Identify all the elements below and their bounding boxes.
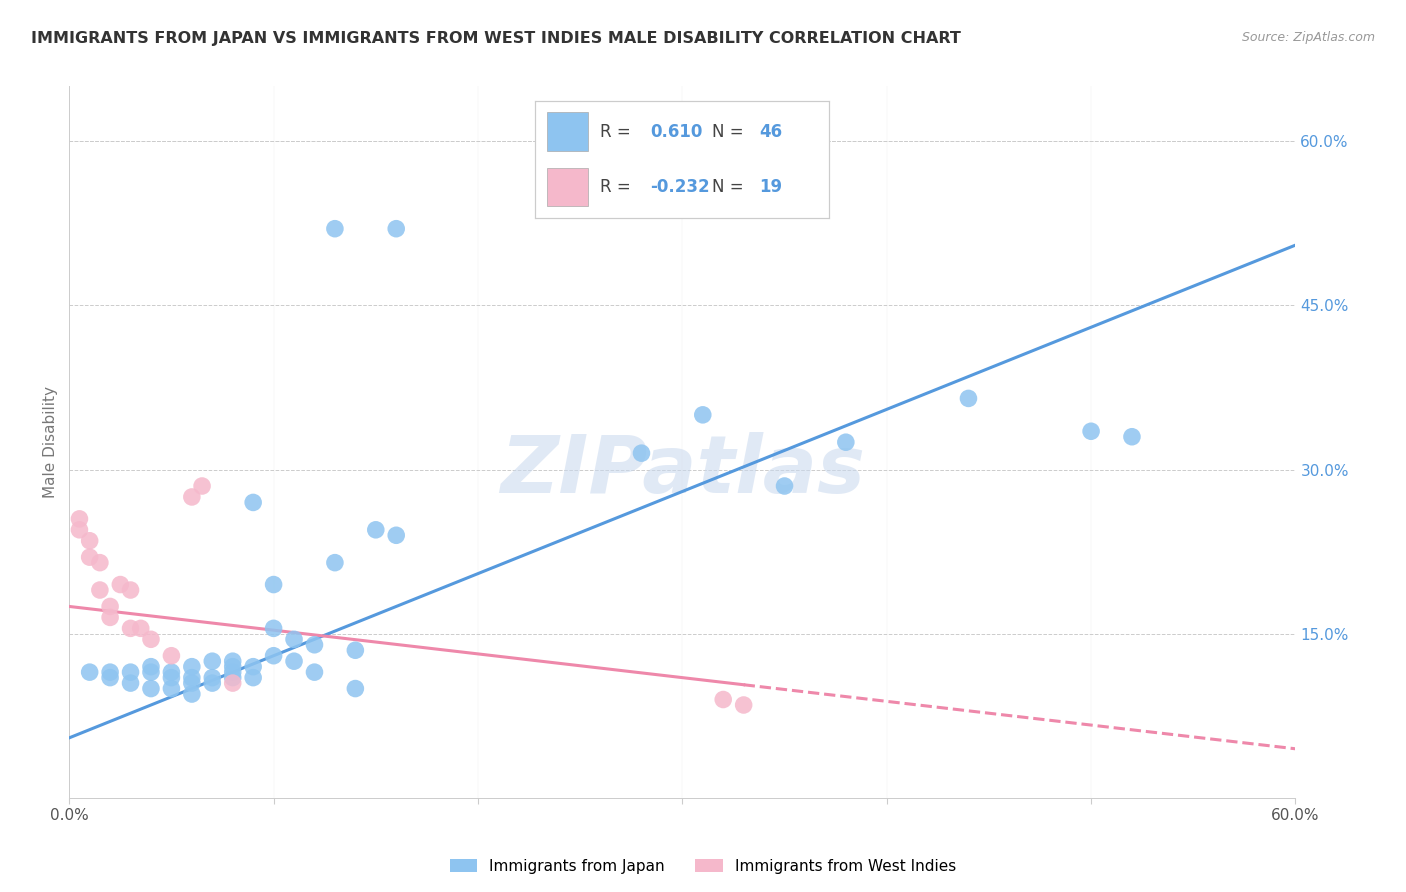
Point (323, 556, 346, 570)
Point (180, 659, 202, 673)
Point (120, 582, 142, 597)
Point (89, 582, 111, 597)
Point (283, 632, 305, 647)
Point (180, 671, 202, 685)
Point (139, 659, 162, 673)
Point (263, 577, 285, 591)
Point (242, 495, 264, 509)
Point (222, 654, 245, 668)
Point (160, 665, 183, 680)
Point (98, 610, 121, 624)
Point (180, 676, 202, 690)
Point (263, 621, 285, 635)
Point (98, 599, 121, 614)
Text: Source: ZipAtlas.com: Source: ZipAtlas.com (1241, 31, 1375, 45)
Point (304, 638, 326, 652)
Point (139, 681, 162, 696)
Point (110, 577, 132, 591)
Y-axis label: Male Disability: Male Disability (44, 386, 58, 499)
Point (79, 533, 101, 548)
Point (201, 676, 224, 690)
Point (692, 408, 714, 422)
Point (98, 665, 121, 680)
Point (242, 659, 264, 673)
Point (69, 523, 91, 537)
Point (711, 692, 734, 706)
Point (201, 654, 224, 668)
Point (630, 446, 652, 460)
Point (344, 681, 367, 696)
Point (385, 221, 408, 235)
Point (773, 479, 796, 493)
Point (283, 654, 305, 668)
Point (69, 512, 91, 526)
Point (304, 665, 326, 680)
Point (835, 435, 858, 450)
Point (160, 671, 183, 685)
Point (120, 676, 142, 690)
Point (180, 687, 202, 701)
Point (160, 648, 183, 663)
Point (222, 671, 245, 685)
Text: ZIPatlas: ZIPatlas (501, 432, 865, 509)
Point (79, 550, 101, 565)
Point (120, 665, 142, 680)
Point (323, 221, 346, 235)
Point (180, 490, 202, 504)
Point (957, 392, 980, 406)
Point (242, 671, 264, 685)
Point (89, 556, 111, 570)
Point (120, 621, 142, 635)
Point (139, 665, 162, 680)
Point (139, 632, 162, 647)
Point (222, 659, 245, 673)
Point (344, 643, 367, 657)
Point (733, 698, 755, 712)
Point (191, 479, 214, 493)
Point (385, 528, 408, 542)
Point (222, 676, 245, 690)
Point (364, 523, 387, 537)
Point (98, 671, 121, 685)
Legend: Immigrants from Japan, Immigrants from West Indies: Immigrants from Japan, Immigrants from W… (443, 853, 963, 880)
Point (222, 665, 245, 680)
Text: IMMIGRANTS FROM JAPAN VS IMMIGRANTS FROM WEST INDIES MALE DISABILITY CORRELATION: IMMIGRANTS FROM JAPAN VS IMMIGRANTS FROM… (31, 31, 960, 46)
Point (160, 681, 183, 696)
Point (129, 621, 152, 635)
Point (1080, 424, 1102, 438)
Point (1121, 430, 1143, 444)
Point (79, 665, 101, 680)
Point (201, 671, 224, 685)
Point (263, 648, 285, 663)
